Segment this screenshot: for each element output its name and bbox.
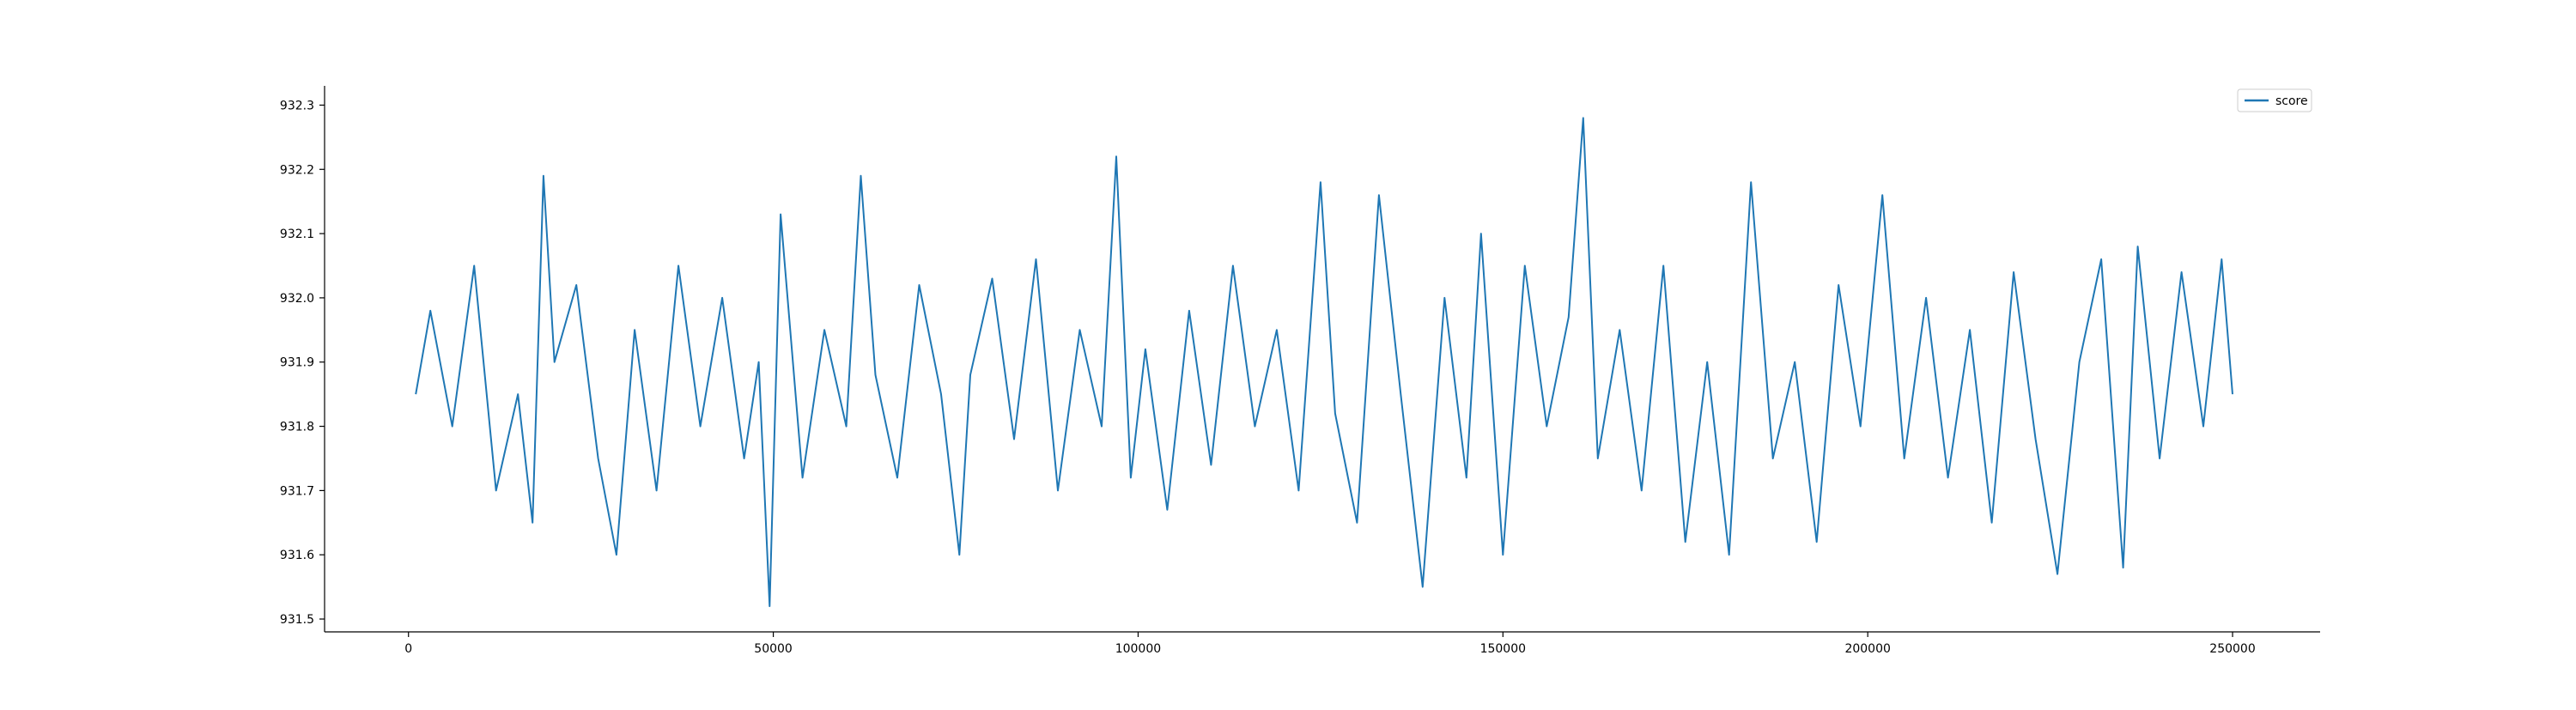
y-tick-label: 932.3 [280,99,314,112]
x-tick-label: 150000 [1480,642,1526,656]
y-tick-label: 931.5 [280,613,314,627]
y-tick-label: 931.9 [280,356,314,370]
y-tick-label: 932.0 [280,292,314,306]
y-tick-label: 931.6 [280,549,314,562]
y-axis-ticks: 931.5 931.6 931.7 931.8 931.9 932.0 932.1 932.2… [280,99,325,627]
y-tick-label: 931.7 [280,484,314,498]
x-tick-label: 100000 [1115,642,1161,656]
y-tick-label: 932.1 [280,228,314,241]
y-tick-label: 931.8 [280,421,314,434]
x-tick-label: 200000 [1844,642,1890,656]
legend-box [2237,88,2312,112]
x-tick-label: 250000 [2209,642,2255,656]
series-line-score [415,117,2233,608]
y-tick-label: 932.2 [280,163,314,177]
legend-label-score: score [2275,94,2308,108]
plot-area [415,117,2233,608]
x-tick-label: 50000 [754,642,793,656]
x-tick-label: 0 [404,642,412,656]
legend: score [2237,88,2312,112]
x-axis-ticks: 0 50000 100000 150000 200000 250000 [404,632,2256,656]
